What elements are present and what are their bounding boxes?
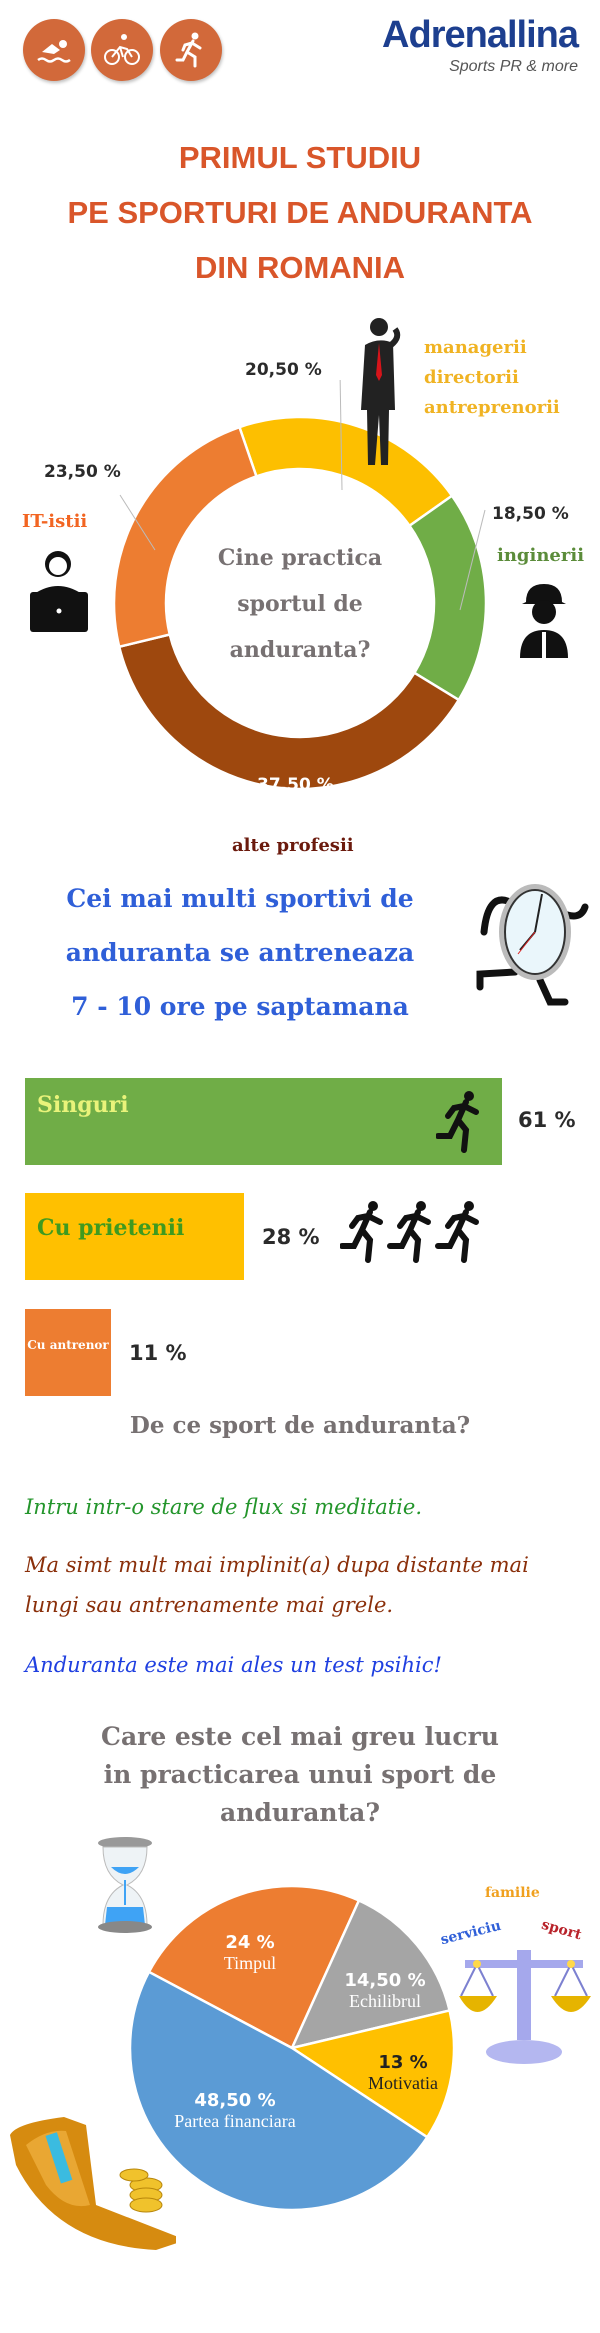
reason-text: Anduranta este mai ales un test psihic!: [25, 1653, 442, 1677]
slice-alte-profesii: [117, 633, 461, 791]
why-heading: De ce sport de anduranta?: [129, 1412, 471, 1439]
bar-value-label: 61 %: [518, 1108, 576, 1132]
hardest-pie-chart: [128, 1884, 456, 2212]
pie-label: 48,50 % Partea financiara: [155, 2090, 315, 2132]
donut-center-text: Cine practica sportul de anduranta?: [180, 535, 420, 673]
label-other: alte profesii: [232, 835, 354, 856]
pie-label: 14,50 % Echilibrul: [305, 1970, 465, 2012]
bar-singuri: Singuri: [25, 1078, 502, 1165]
bar-category-label: Cu prietenii: [37, 1215, 185, 1241]
slice-partea-financiara: [128, 1970, 429, 2212]
running-clock-icon: [476, 884, 589, 1006]
heading-line: 7 - 10 ore pe saptamana: [71, 992, 409, 1021]
bar-cu-antrenor: Cu antrenor: [25, 1309, 111, 1396]
brand-logo: Adrenallina: [382, 14, 579, 56]
label-line: managerii: [424, 337, 527, 358]
heading-line: anduranta se antreneaza: [65, 938, 415, 967]
bar-value-label: 28 %: [262, 1225, 320, 1249]
title-line: PE SPORTURI DE ANDURANTA: [67, 195, 533, 230]
runners-group-icon: [339, 1200, 490, 1270]
heading-line: Cei mai multi sportivi de: [66, 884, 414, 913]
donut-value-label-other: 37,50 %: [257, 775, 334, 795]
label-managers: managerii directorii antreprenorii: [424, 333, 560, 423]
label-line: antreprenorii: [424, 397, 560, 418]
slice-timpul: [147, 1884, 361, 2050]
title-line: PRIMUL STUDIU: [178, 140, 422, 175]
brand-tagline: Sports PR & more: [449, 58, 578, 75]
pie-value-label: 13 %: [378, 2052, 428, 2073]
bar-value-label: 11 %: [129, 1341, 187, 1365]
leader-line: [459, 509, 486, 611]
pie-label: 24 % Timpul: [170, 1932, 330, 1974]
pie-category-label: Timpul: [223, 1953, 277, 1973]
swimming-icon: [23, 19, 85, 81]
reason-text: Intru intr-o stare de flux si meditatie.: [25, 1495, 422, 1519]
label-line: directorii: [424, 367, 519, 388]
bar-category-label: Singuri: [37, 1092, 129, 1118]
donut-center-line: sportul de: [237, 591, 363, 617]
balance-word-familie: familie: [485, 1885, 540, 1901]
scales-icon: [459, 1950, 591, 2064]
donut-center-line: Cine practica: [217, 545, 383, 571]
reason-text: Ma simt mult mai implinit(a) dupa distan…: [25, 1553, 529, 1617]
pie-label: 13 % Motivatia: [323, 2052, 483, 2094]
leader-line: [339, 380, 343, 491]
wallet-icon: [10, 2117, 176, 2250]
label-engineers: inginerii: [497, 545, 585, 566]
bar-category-label: Cu antrenor: [27, 1338, 109, 1352]
leader-line: [119, 494, 156, 551]
slice-echilibrul: [289, 1898, 452, 2050]
donut-value-label-it: 23,50 %: [44, 462, 121, 482]
engineer-icon: [520, 584, 568, 658]
running-icon: [160, 19, 222, 81]
pie-value-label: 48,50 %: [194, 2090, 276, 2111]
bar-cu-prietenii: Cu prietenii: [25, 1193, 244, 1280]
donut-center-line: anduranta?: [229, 637, 371, 663]
training-heading: Cei mai multi sportivi de anduranta se a…: [20, 872, 460, 1034]
pie-value-label: 14,50 %: [344, 1970, 426, 1991]
heading-line: anduranta?: [220, 1798, 380, 1827]
pie-category-label: Echilibrul: [349, 1991, 421, 2011]
runner-icon: [436, 1091, 479, 1153]
pie-value-label: 24 %: [225, 1932, 275, 1953]
cycling-icon: [91, 19, 153, 81]
hourglass-icon: [98, 1837, 152, 1933]
donut-value-label-managers: 20,50 %: [245, 360, 322, 380]
slice-managerii-directorii-antreprenorii: [237, 415, 454, 528]
label-it: IT-istii: [22, 511, 88, 532]
heading-line: in practicarea unui sport de: [103, 1760, 497, 1789]
pie-category-label: Partea financiara: [174, 2111, 296, 2131]
page-title: PRIMUL STUDIU PE SPORTURI DE ANDURANTA D…: [0, 130, 600, 295]
slice-inginerii: [407, 494, 488, 702]
pie-category-label: Motivatia: [368, 2073, 438, 2093]
professions-donut-chart: [112, 380, 488, 791]
donut-value-label-engineers: 18,50 %: [492, 504, 569, 524]
businessman-icon: [361, 318, 401, 465]
title-line: DIN ROMANIA: [194, 250, 406, 285]
hardest-heading: Care este cel mai greu lucru in practica…: [0, 1718, 600, 1832]
slice-motivatia: [288, 2008, 456, 2139]
heading-line: Care este cel mai greu lucru: [101, 1722, 499, 1751]
laptop-user-icon: [30, 551, 88, 632]
slice-it-istii: [112, 425, 258, 649]
